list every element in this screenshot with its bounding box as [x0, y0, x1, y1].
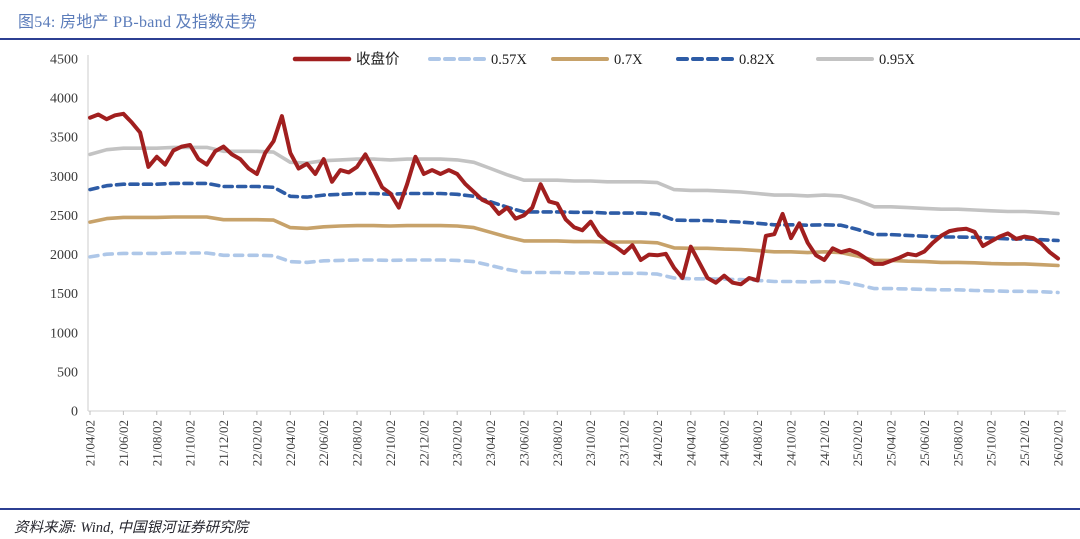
x-axis-label: 21/08/02: [149, 420, 164, 466]
figure-header: 图54: 房地产 PB-band 及指数走势: [0, 0, 1080, 34]
legend-item-band-0-95x: 0.95X: [816, 52, 915, 68]
y-axis-label: 0: [71, 405, 78, 420]
x-axis-label: 23/06/02: [516, 420, 531, 466]
legend-item-band-0-7x: 0.7X: [551, 52, 643, 68]
footer-divider: [0, 508, 1080, 510]
y-axis-label: 1500: [50, 287, 78, 302]
x-axis-label: 24/06/02: [717, 420, 732, 466]
series-line-band-0-95x: [88, 145, 1060, 216]
legend-item-closing-price: 收盘价: [292, 50, 400, 68]
chart-canvas: 0 500 1000 1500 2000 2500 3000 3500 4000 4500 21/0…: [50, 50, 1066, 466]
x-axis-label: 23/04/02: [483, 420, 498, 466]
x-axis-label: 23/08/02: [550, 420, 565, 466]
x-axis-label: 22/04/02: [283, 420, 298, 466]
legend-item-band-0-57x: 0.57X: [428, 52, 527, 68]
x-axis-label: 21/04/02: [83, 420, 98, 466]
legend-label-band-0-95x: 0.95X: [879, 52, 915, 68]
x-axis-label: 21/10/02: [183, 420, 198, 466]
x-axis-label: 25/08/02: [950, 420, 965, 466]
x-axis-label: 22/08/02: [350, 420, 365, 466]
y-axis-label: 3500: [50, 131, 78, 146]
x-axis-label: 24/04/02: [683, 420, 698, 466]
series-line-band-0-7x: [88, 215, 1060, 268]
series-line-closing-price: [88, 111, 1060, 287]
x-axis-label: 25/12/02: [1017, 420, 1032, 466]
legend-label-band-0-57x: 0.57X: [491, 52, 527, 68]
title-divider: [0, 38, 1080, 40]
series-line-band-0-82x: [88, 181, 1060, 243]
y-axis-label: 500: [57, 365, 78, 380]
y-axis-label: 1000: [50, 326, 78, 341]
x-axis-label: 26/02/02: [1051, 420, 1066, 466]
x-axis-label: 23/12/02: [617, 420, 632, 466]
x-axis-label: 24/08/02: [750, 420, 765, 466]
legend-item-band-0-82x: 0.82X: [676, 52, 775, 68]
x-axis-label: 24/02/02: [650, 420, 665, 466]
x-axis-label: 25/04/02: [884, 420, 899, 466]
x-axis-label: 21/06/02: [116, 420, 131, 466]
x-axis-label: 24/12/02: [817, 420, 832, 466]
x-axis-label: 25/10/02: [984, 420, 999, 466]
x-axis-label: 23/10/02: [583, 420, 598, 466]
x-axis-label: 22/12/02: [416, 420, 431, 466]
legend-label-closing-price: 收盘价: [356, 50, 400, 68]
source-note: 资料来源: Wind, 中国银河证券研究院: [14, 520, 249, 536]
x-axis-label: 22/06/02: [316, 420, 331, 466]
legend-label-band-0-7x: 0.7X: [614, 52, 643, 68]
x-axis-label: 21/12/02: [216, 420, 231, 466]
figure-footer: 资料来源: Wind, 中国银河证券研究院: [0, 510, 1080, 537]
legend-label-band-0-82x: 0.82X: [739, 52, 775, 68]
y-axis-label: 4000: [50, 92, 78, 107]
x-axis-label: 22/10/02: [383, 420, 398, 466]
x-axis-label: 24/10/02: [783, 420, 798, 466]
x-axis-label: 22/02/02: [249, 420, 264, 466]
y-axis-label: 2500: [50, 209, 78, 224]
y-axis-label: 2000: [50, 248, 78, 263]
y-axis-label: 3000: [50, 170, 78, 185]
y-axis-label: 4500: [50, 53, 78, 68]
series-line-band-0-57x: [88, 251, 1060, 295]
x-axis-label: 25/06/02: [917, 420, 932, 466]
x-axis-label: 25/02/02: [850, 420, 865, 466]
x-axis-label: 23/02/02: [450, 420, 465, 466]
figure-title: 图54: 房地产 PB-band 及指数走势: [18, 14, 258, 31]
pb-band-chart: 0 500 1000 1500 2000 2500 3000 3500 4000 4500 21/0…: [0, 40, 1080, 508]
